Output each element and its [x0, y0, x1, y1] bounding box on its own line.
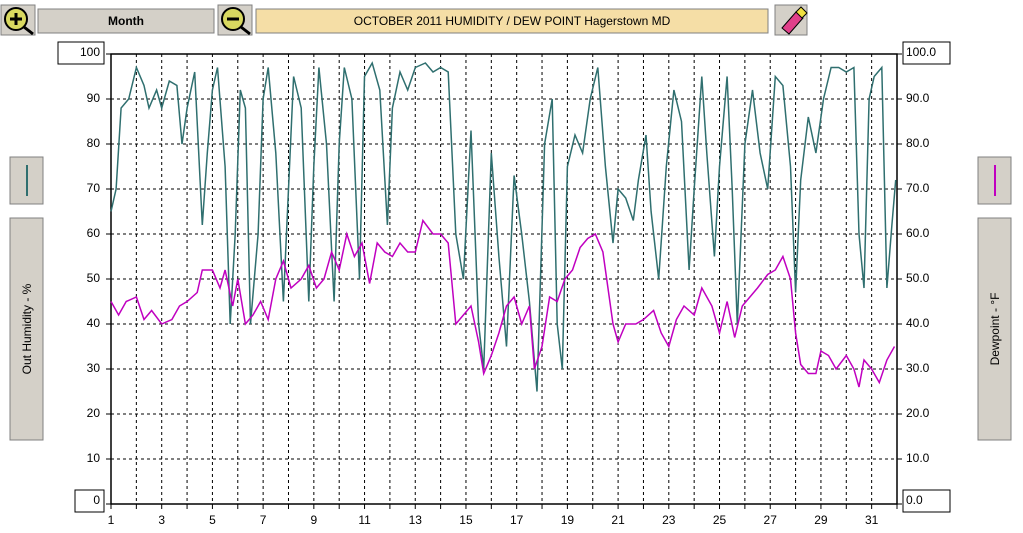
y2-tick-label: 20.0: [906, 406, 930, 420]
y-edge-box: [57, 41, 105, 65]
x-tick-label: 19: [561, 513, 575, 527]
x-tick-label: 15: [459, 513, 473, 527]
x-tick-label: 11: [358, 513, 371, 527]
y2-tick-label: 40.0: [906, 316, 930, 330]
y-tick-label: 0: [93, 493, 100, 507]
x-tick-label: 29: [814, 513, 828, 527]
range-label: Month: [108, 14, 144, 28]
series-line: [110, 218, 896, 388]
y-tick-label: 50: [87, 271, 101, 285]
range-button[interactable]: Month: [37, 8, 215, 34]
x-tick-label: 25: [713, 513, 727, 527]
erase-button[interactable]: [774, 4, 808, 36]
zoom-out-button[interactable]: [217, 4, 253, 36]
x-tick-label: 13: [409, 513, 423, 527]
x-tick-label: 17: [510, 513, 524, 527]
x-tick-label: 31: [865, 513, 879, 527]
y-tick-label: 80: [87, 136, 101, 150]
y-edge-box: [74, 489, 105, 513]
x-tick-label: 9: [310, 513, 317, 527]
y2-tick-label: 30.0: [906, 361, 930, 375]
x-tick-label: 21: [611, 513, 625, 527]
x-tick-label: 27: [764, 513, 778, 527]
y-tick-label: 70: [87, 181, 101, 195]
y-tick-label: 60: [87, 226, 101, 240]
y2-edge-box: [902, 41, 951, 65]
y2-axis-label: Dewpoint - °F: [988, 293, 1002, 366]
y2-edge-box: [902, 489, 951, 513]
y-tick-label: 100: [80, 45, 100, 59]
y2-tick-label: 10.0: [906, 451, 930, 465]
plot-border: [110, 53, 898, 505]
y-tick-label: 90: [87, 91, 101, 105]
y-tick-label: 20: [87, 406, 101, 420]
zoom-in-button[interactable]: [0, 4, 36, 36]
y2-tick-label: 80.0: [906, 136, 930, 150]
y2-label-button[interactable]: [977, 217, 1012, 441]
series-line: [110, 61, 897, 392]
y2-tick-label: 0.0: [906, 493, 923, 507]
y-tick-label: 10: [87, 451, 101, 465]
chart-title: OCTOBER 2011 HUMIDITY / DEW POINT Hagers…: [354, 14, 671, 28]
y-axis-label: Out Humidity - %: [20, 283, 34, 374]
title-box: [255, 8, 769, 34]
y2-tick-label: 70.0: [906, 181, 930, 195]
x-tick-label: 3: [158, 513, 165, 527]
x-tick-label: 1: [108, 513, 115, 527]
x-tick-label: 5: [209, 513, 216, 527]
y-tick-label: 40: [87, 316, 101, 330]
x-tick-label: 23: [662, 513, 676, 527]
x-tick-label: 7: [260, 513, 267, 527]
y2-tick-label: 50.0: [906, 271, 930, 285]
y2-tick-label: 90.0: [906, 91, 930, 105]
y-tick-label: 30: [87, 361, 101, 375]
y2-tick-label: 60.0: [906, 226, 930, 240]
y2-tick-label: 100.0: [906, 45, 936, 59]
y-label-button[interactable]: [9, 217, 44, 441]
